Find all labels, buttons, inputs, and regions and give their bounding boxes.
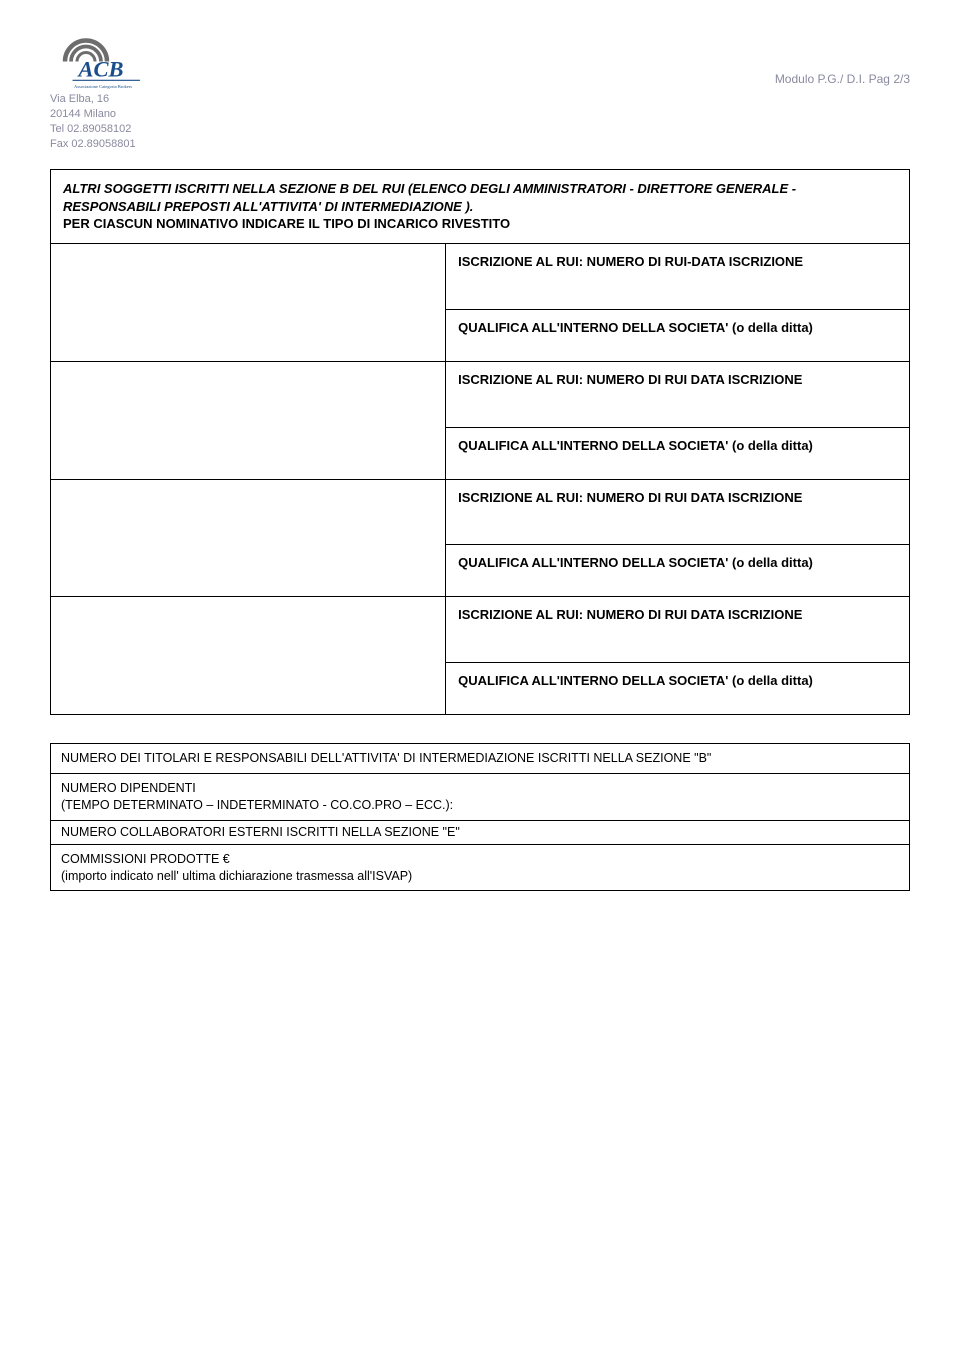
iscrizione-label: ISCRIZIONE AL RUI: NUMERO DI RUI-DATA IS… <box>446 244 909 310</box>
address-line: 20144 Milano <box>50 107 136 122</box>
entry-left-cell <box>51 244 446 362</box>
entry-left-cell <box>51 479 446 597</box>
title-bold: PER CIASCUN NOMINATIVO INDICARE IL TIPO … <box>63 216 510 231</box>
qualifica-label: QUALIFICA ALL'INTERNO DELLA SOCIETA' (o … <box>446 663 909 714</box>
address-line: Tel 02.89058102 <box>50 122 136 137</box>
entry-right-cell: ISCRIZIONE AL RUI: NUMERO DI RUI DATA IS… <box>446 479 910 597</box>
titolari-row: NUMERO DEI TITOLARI E RESPONSABILI DELL'… <box>51 744 910 774</box>
dipendenti-row: NUMERO DIPENDENTI (TEMPO DETERMINATO – I… <box>51 774 910 821</box>
svg-text:ACB: ACB <box>77 57 124 82</box>
address-line: Fax 02.89058801 <box>50 137 136 152</box>
logo-block: ACB Associazione Categoria Brokers Via E… <box>50 30 155 151</box>
entry-right-cell: ISCRIZIONE AL RUI: NUMERO DI RUI DATA IS… <box>446 597 910 715</box>
address-line: Via Elba, 16 <box>50 92 136 107</box>
acb-logo-icon: ACB Associazione Categoria Brokers <box>50 30 155 90</box>
logo-subtitle: Associazione Categoria Brokers <box>74 84 132 89</box>
page-header: ACB Associazione Categoria Brokers Via E… <box>50 30 910 151</box>
collaboratori-row: NUMERO COLLABORATORI ESTERNI ISCRITTI NE… <box>51 820 910 844</box>
iscrizione-label: ISCRIZIONE AL RUI: NUMERO DI RUI DATA IS… <box>446 480 909 546</box>
main-form-table: ALTRI SOGGETTI ISCRITTI NELLA SEZIONE B … <box>50 169 910 715</box>
iscrizione-label: ISCRIZIONE AL RUI: NUMERO DI RUI DATA IS… <box>446 362 909 428</box>
address-block: Via Elba, 16 20144 Milano Tel 02.8905810… <box>50 92 136 151</box>
title-italic: ALTRI SOGGETTI ISCRITTI NELLA SEZIONE B … <box>63 181 796 214</box>
commissioni-row: COMMISSIONI PRODOTTE € (importo indicato… <box>51 844 910 891</box>
bottom-form-table: NUMERO DEI TITOLARI E RESPONSABILI DELL'… <box>50 743 910 891</box>
entry-left-cell <box>51 597 446 715</box>
iscrizione-label: ISCRIZIONE AL RUI: NUMERO DI RUI DATA IS… <box>446 597 909 663</box>
section-title-cell: ALTRI SOGGETTI ISCRITTI NELLA SEZIONE B … <box>51 170 910 244</box>
qualifica-label: QUALIFICA ALL'INTERNO DELLA SOCIETA' (o … <box>446 545 909 596</box>
qualifica-label: QUALIFICA ALL'INTERNO DELLA SOCIETA' (o … <box>446 428 909 479</box>
qualifica-label: QUALIFICA ALL'INTERNO DELLA SOCIETA' (o … <box>446 310 909 361</box>
page-indicator: Modulo P.G./ D.I. Pag 2/3 <box>775 72 910 86</box>
entry-left-cell <box>51 361 446 479</box>
entry-right-cell: ISCRIZIONE AL RUI: NUMERO DI RUI DATA IS… <box>446 361 910 479</box>
entry-right-cell: ISCRIZIONE AL RUI: NUMERO DI RUI-DATA IS… <box>446 244 910 362</box>
